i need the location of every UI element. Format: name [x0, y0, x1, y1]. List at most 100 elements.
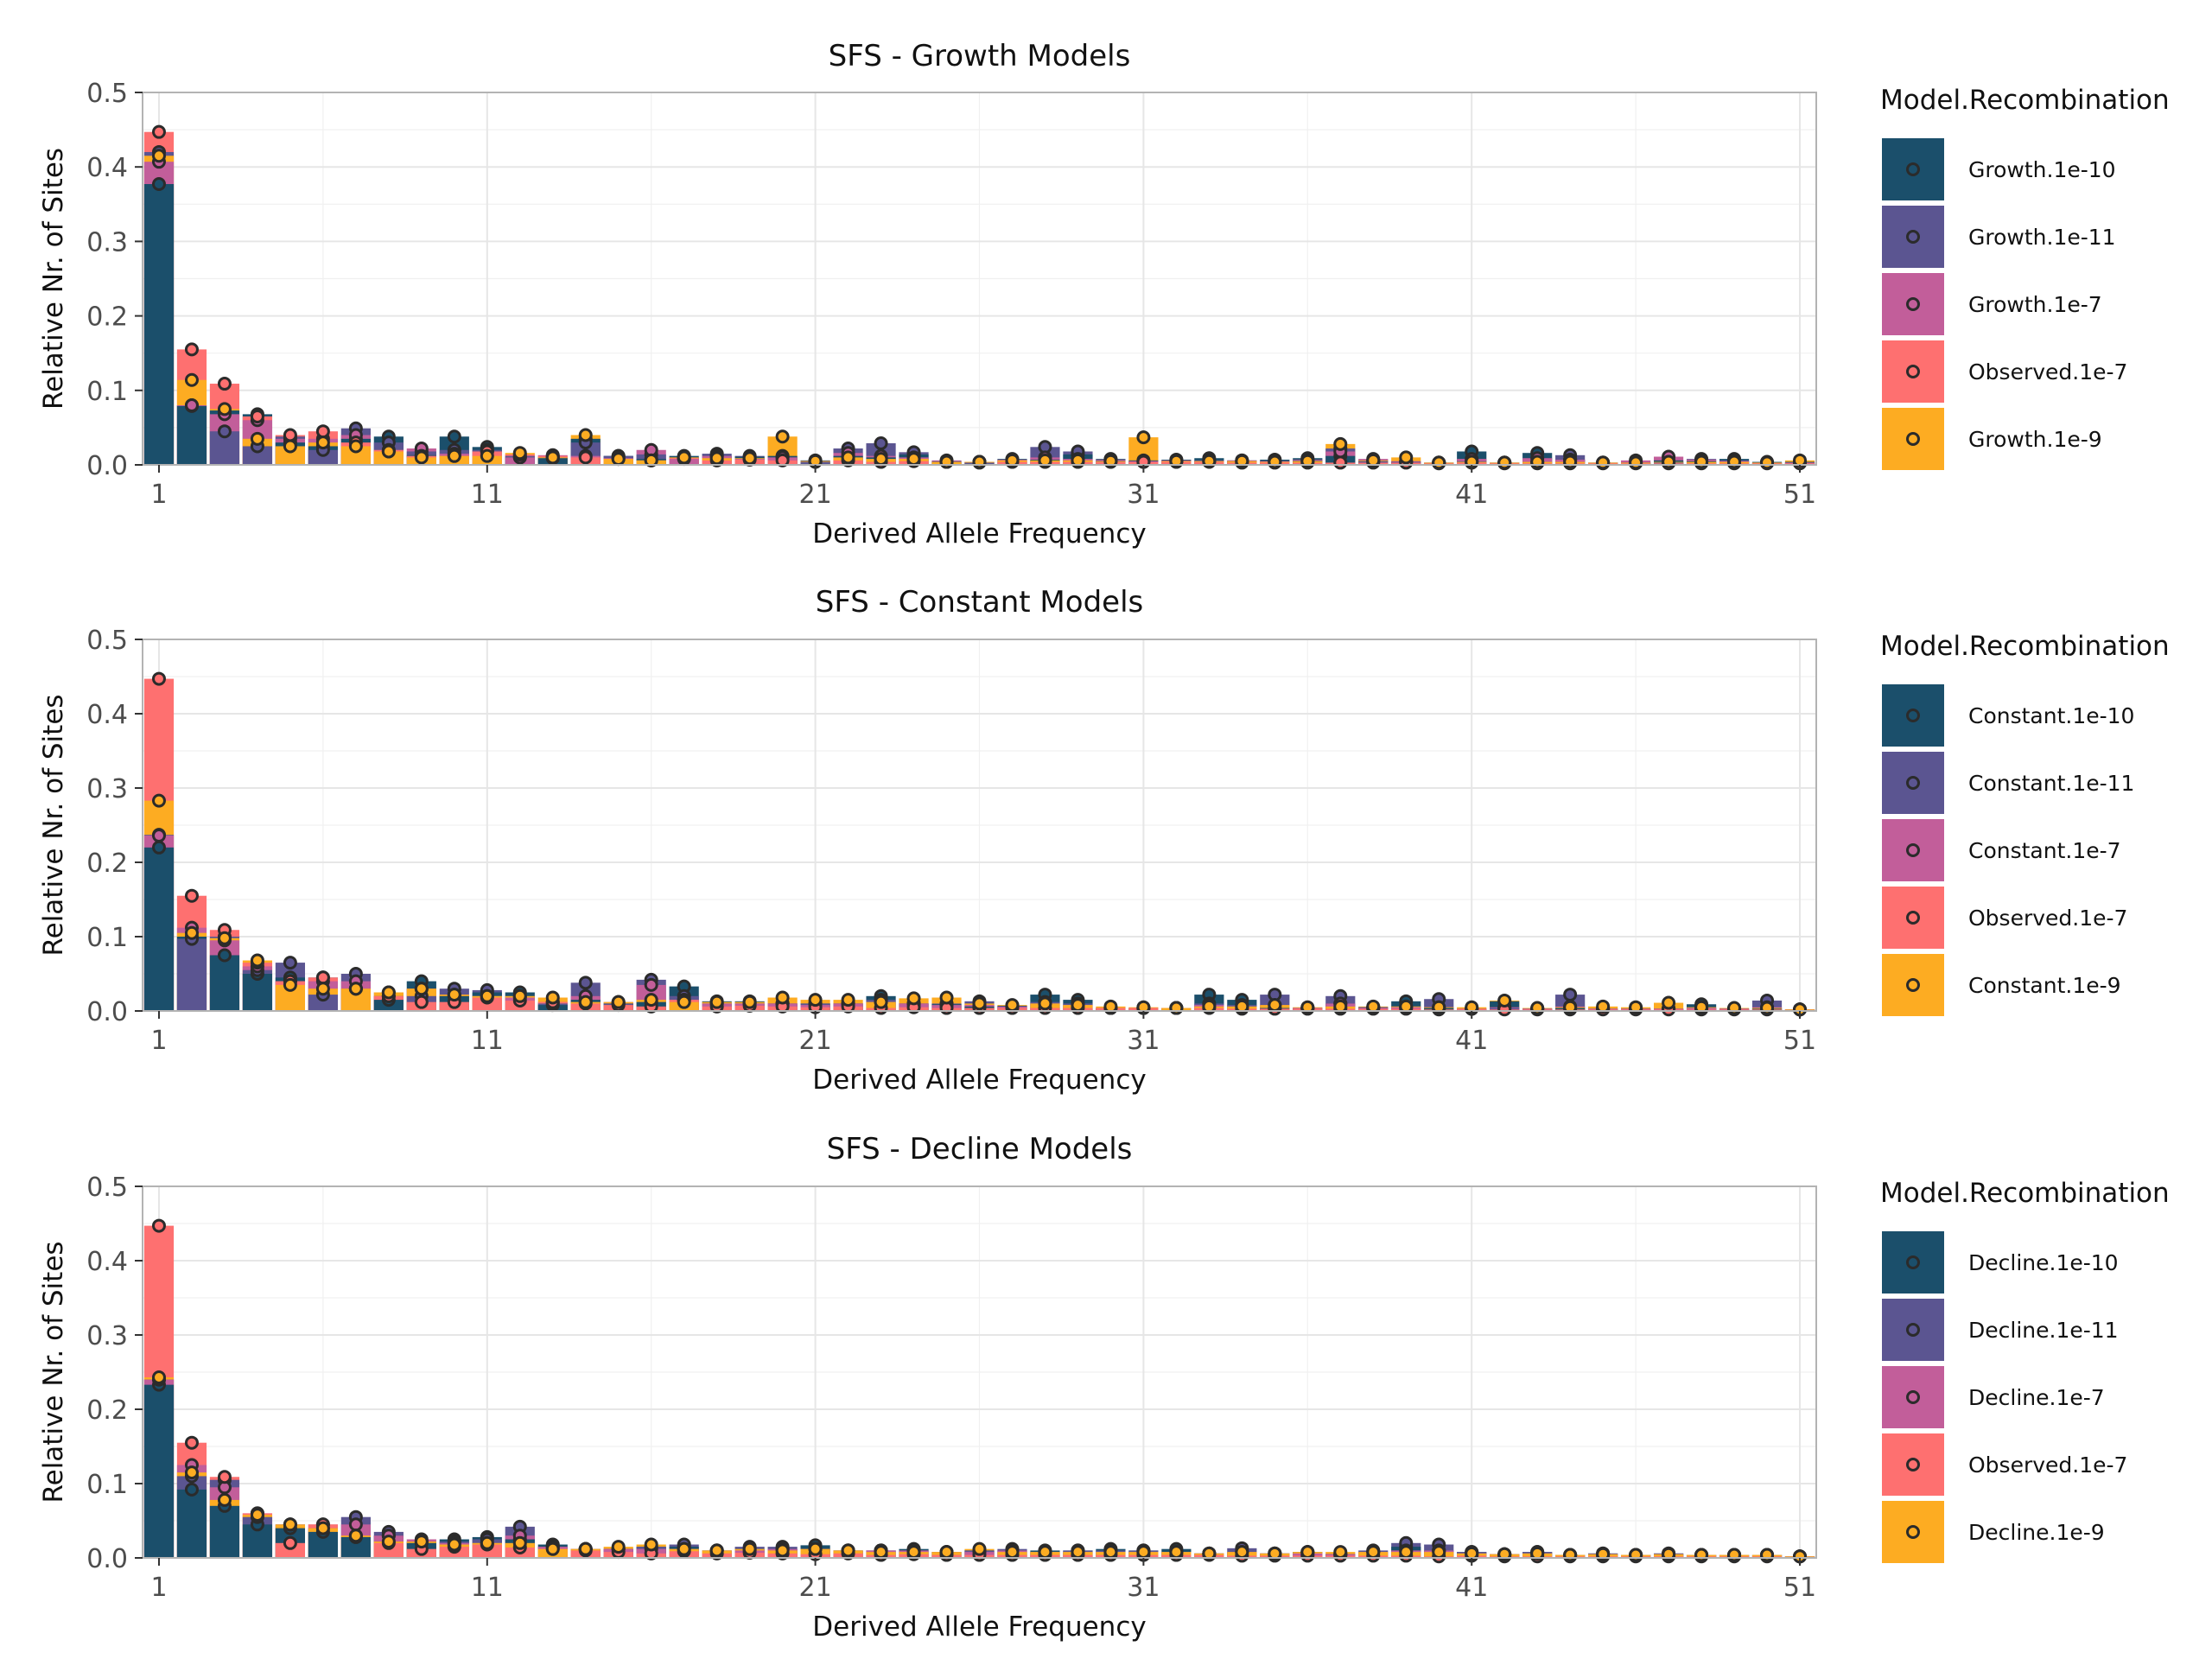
- points: [151, 1218, 1808, 1564]
- point-Decline-1e-9-9: [414, 1535, 429, 1549]
- point-Observed-1e-7-1: [151, 124, 166, 139]
- point-Growth-1e-9-12: [512, 446, 527, 461]
- point-Observed-1e-7-3: [217, 377, 232, 391]
- point-Constant-1e-9-9: [414, 982, 429, 996]
- chart-title: SFS - Decline Models: [827, 1132, 1133, 1166]
- x-tick-label: 11: [471, 1573, 504, 1603]
- point-Growth-1e-9-23: [874, 452, 888, 467]
- y-tick-label: 0.1: [86, 1470, 128, 1500]
- point-Decline-1e-9-29: [1071, 1545, 1085, 1560]
- legend-point-icon: [1906, 162, 1920, 176]
- point-Constant-1e-9-17: [677, 995, 691, 1009]
- point-Growth-1e-9-48: [1694, 454, 1709, 469]
- y-tick-label: 0.3: [86, 774, 128, 804]
- point-Constant-1e-9-24: [906, 991, 921, 1006]
- point-Observed-1e-7-1: [151, 1218, 166, 1233]
- legend: Model.Recombination Growth.1e-10 Growth.1e…: [1880, 85, 2170, 470]
- point-Growth-1e-9-45: [1596, 455, 1611, 470]
- point-Growth-1e-9-1: [151, 149, 166, 163]
- point-Decline-1e-9-49: [1727, 1548, 1742, 1562]
- legend-label: Observed.1e-7: [1968, 359, 2127, 385]
- point-Constant-1e-9-30: [1103, 999, 1118, 1014]
- point-Constant-1e-9-42: [1497, 993, 1512, 1007]
- point-Constant-1e-11-14: [578, 976, 593, 990]
- point-Constant-1e-9-40: [1432, 1000, 1446, 1014]
- y-tick-label: 0.1: [86, 923, 128, 953]
- legend-title: Model.Recombination: [1880, 85, 2170, 116]
- point-Growth-1e-9-24: [906, 452, 921, 467]
- point-Growth-1e-9-17: [677, 450, 691, 465]
- point-Growth-1e-9-32: [1169, 454, 1184, 468]
- x-tick-label: 11: [471, 1026, 504, 1056]
- y-axis-title: Relative Nr. of Sites: [38, 148, 69, 410]
- point-Constant-1e-9-13: [545, 990, 560, 1005]
- point-Decline-1e-9-43: [1530, 1546, 1545, 1560]
- point-Observed-1e-7-3: [217, 1470, 232, 1484]
- legend-point-icon: [1906, 978, 1920, 992]
- bar-Constant-1e-11-6: [308, 995, 338, 1011]
- point-Constant-1e-9-44: [1563, 1000, 1578, 1014]
- point-Constant-1e-9-32: [1169, 1001, 1184, 1015]
- point-Growth-1e-9-37: [1333, 436, 1348, 451]
- bar-Growth-1e-9-5: [275, 446, 306, 465]
- point-Decline-1e-9-38: [1366, 1545, 1381, 1560]
- point-Growth-1e-9-49: [1727, 454, 1742, 469]
- y-tick-label: 0.2: [86, 849, 128, 879]
- y-tick-label: 0.4: [86, 1247, 128, 1277]
- point-Growth-1e-9-11: [480, 448, 494, 463]
- y-tick-label: 0.2: [86, 302, 128, 333]
- point-Decline-1e-9-24: [906, 1545, 921, 1560]
- point-Growth-1e-9-36: [1300, 454, 1315, 468]
- point-Constant-1e-9-27: [1005, 998, 1020, 1013]
- y-tick-label: 0.3: [86, 227, 128, 257]
- x-tick-label: 11: [471, 480, 504, 510]
- bar-Growth-1e-10-2: [176, 405, 207, 465]
- point-Decline-1e-9-28: [1038, 1545, 1052, 1560]
- legend-label: Observed.1e-7: [1968, 906, 2127, 931]
- bar-Decline-1e-10-1: [143, 1384, 175, 1558]
- point-Growth-1e-9-43: [1530, 454, 1545, 469]
- gridlines: [143, 639, 1816, 1012]
- point-Constant-1e-9-35: [1268, 998, 1282, 1013]
- point-Decline-1e-9-45: [1596, 1547, 1611, 1561]
- bar-Constant-1e-11-2: [176, 938, 207, 1011]
- y-tick-label: 0.5: [86, 1173, 128, 1203]
- point-Constant-1e-10-3: [217, 948, 232, 963]
- point-Growth-1e-9-4: [250, 431, 264, 446]
- bar-Growth-1e-9-7: [340, 446, 371, 465]
- x-tick-label: 1: [150, 1026, 167, 1056]
- y-axis-title: Relative Nr. of Sites: [38, 694, 69, 956]
- point-Constant-1e-9-36: [1300, 1000, 1315, 1014]
- legend-point-icon: [1906, 432, 1920, 446]
- point-Constant-1e-9-43: [1530, 1001, 1545, 1015]
- legend-label: Growth.1e-10: [1968, 157, 2116, 182]
- point-Constant-1e-9-33: [1202, 999, 1217, 1014]
- point-Observed-1e-7-5: [283, 1535, 297, 1550]
- bar-Constant-1e-10-3: [209, 955, 240, 1011]
- legend-item: Decline.1e-10: [1882, 1231, 2119, 1294]
- point-Constant-1e-9-14: [578, 995, 593, 1009]
- legend-point-icon: [1906, 1525, 1920, 1539]
- legend-point-icon: [1906, 297, 1920, 311]
- legend-item: Observed.1e-7: [1882, 340, 2127, 403]
- point-Constant-1e-9-8: [381, 985, 396, 1000]
- legend-point-icon: [1906, 1323, 1920, 1337]
- point-Growth-1e-9-34: [1235, 454, 1249, 468]
- point-Decline-1e-9-23: [874, 1545, 888, 1560]
- point-Growth-1e-9-18: [709, 451, 724, 466]
- point-Observed-1e-7-2: [184, 1435, 199, 1450]
- point-Growth-1e-9-7: [348, 439, 363, 454]
- x-axis-title: Derived Allele Frequency: [812, 518, 1146, 550]
- point-Constant-1e-9-4: [250, 953, 264, 968]
- point-Decline-1e-9-44: [1563, 1548, 1578, 1562]
- point-Constant-1e-9-15: [611, 995, 626, 1009]
- y-tick-label: 0.1: [86, 377, 128, 407]
- legend-point-icon: [1906, 1390, 1920, 1404]
- point-Decline-1e-9-37: [1333, 1545, 1348, 1560]
- point-Decline-1e-9-32: [1169, 1545, 1184, 1560]
- point-Decline-1e-9-4: [250, 1508, 264, 1522]
- y-tick-label: 0.0: [86, 997, 128, 1027]
- legend-point-icon: [1906, 776, 1920, 790]
- point-Decline-1e-9-7: [348, 1529, 363, 1543]
- point-Constant-1e-9-11: [480, 988, 494, 1003]
